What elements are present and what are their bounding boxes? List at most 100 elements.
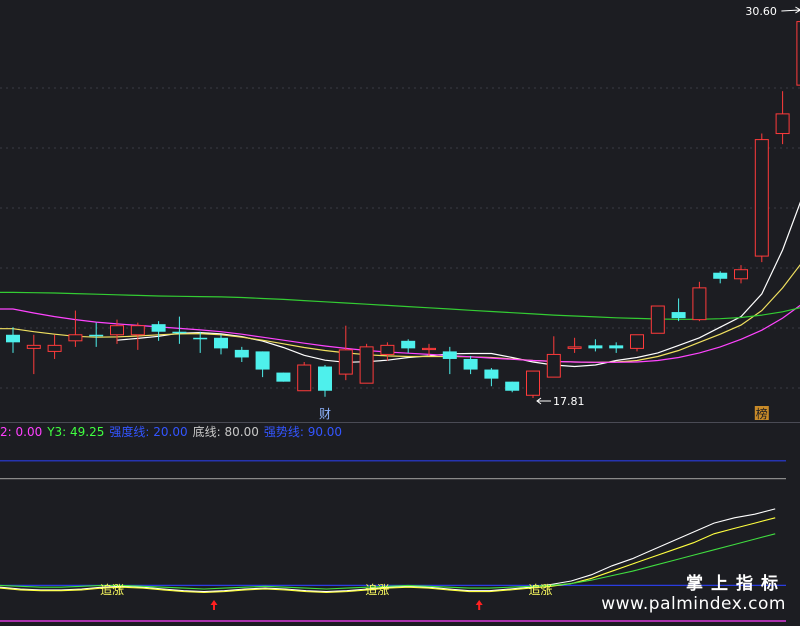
candle-body xyxy=(6,334,20,343)
indicator-legend-item: 2: 0.00 xyxy=(0,425,43,439)
candle-body xyxy=(47,344,62,352)
indicator-legend-item: 底线: 80.00 xyxy=(192,425,259,439)
indicator-line xyxy=(0,533,776,590)
candle xyxy=(650,305,665,334)
buy-arrow-icon xyxy=(475,599,483,610)
price-low-label: 17.81 xyxy=(553,395,585,408)
candle-body xyxy=(713,272,728,279)
candle xyxy=(630,334,644,352)
candle xyxy=(754,133,769,263)
event-markers: 财榜 xyxy=(319,406,769,421)
candle xyxy=(463,355,478,375)
watermark: 掌上指标 www.palmindex.com xyxy=(601,569,786,614)
candle-body xyxy=(255,351,270,370)
candle-body xyxy=(588,345,603,349)
candle xyxy=(172,316,187,344)
candle-body xyxy=(68,334,83,342)
candle xyxy=(26,334,41,375)
candle-body xyxy=(671,312,686,319)
candle xyxy=(796,21,800,86)
watermark-cn: 掌上指标 xyxy=(686,574,786,594)
candle-body xyxy=(234,349,249,358)
candle-body xyxy=(775,113,790,135)
candle xyxy=(276,372,291,382)
candle xyxy=(6,327,20,353)
candle xyxy=(505,381,520,393)
candle xyxy=(484,368,499,387)
candle-body xyxy=(754,139,769,257)
candle-body xyxy=(442,351,457,359)
indicator-lines xyxy=(0,508,776,594)
marker-label: 榜 xyxy=(756,406,768,421)
candle-body xyxy=(526,370,540,396)
candle xyxy=(297,361,312,392)
candle-body xyxy=(484,369,499,379)
indicator-legend-item: 强度线: 20.00 xyxy=(109,425,188,439)
price-extreme-labels: 30.60 17.81 xyxy=(536,5,800,408)
candle xyxy=(775,91,790,145)
candle xyxy=(234,346,249,362)
ma-line xyxy=(0,264,800,363)
price-high-label: 30.60 xyxy=(745,5,777,18)
candle xyxy=(734,265,748,284)
indicator-reference-lines xyxy=(0,460,786,622)
candle-body xyxy=(422,347,436,351)
candle-body xyxy=(89,334,104,337)
indicator-legend-item: Y3: 49.25 xyxy=(47,425,105,439)
candle xyxy=(151,321,166,341)
ma-line xyxy=(0,291,800,320)
indicator-line xyxy=(0,517,776,594)
candle xyxy=(110,319,124,344)
candle xyxy=(338,325,353,381)
candle xyxy=(214,334,228,355)
candle-body xyxy=(297,364,312,392)
price-high-arrow xyxy=(781,6,800,14)
price-gridlines xyxy=(0,87,800,389)
candle-body xyxy=(796,21,800,86)
candlesticks xyxy=(6,21,800,398)
candle-body xyxy=(692,287,707,321)
candle-body xyxy=(214,337,228,349)
candle-body xyxy=(193,337,208,340)
candle-body xyxy=(546,353,561,378)
candle-body xyxy=(359,346,374,384)
buy-arrow-icon xyxy=(210,599,218,610)
marker-label: 财 xyxy=(319,407,331,421)
ma-line xyxy=(116,201,800,368)
candle-body xyxy=(630,334,644,349)
candle xyxy=(546,336,561,378)
candle-body xyxy=(318,366,332,391)
candle xyxy=(588,339,603,352)
candle-body xyxy=(172,331,187,334)
candle-body xyxy=(110,325,124,336)
indicator-legend: 2: 0.00 Y3: 49.25 强度线: 20.00 底线: 80.00 强势线: … xyxy=(0,424,347,440)
candle-body xyxy=(151,324,166,332)
candle xyxy=(359,343,374,384)
candle xyxy=(255,351,270,378)
candle-body xyxy=(734,269,748,280)
candle xyxy=(422,343,436,356)
candle-body xyxy=(276,372,291,382)
indicator-line xyxy=(0,508,776,593)
candle xyxy=(89,322,104,347)
ma-line xyxy=(0,304,800,363)
candle-body xyxy=(380,344,395,355)
candle xyxy=(380,342,395,361)
candle xyxy=(713,271,728,284)
candle xyxy=(692,281,707,322)
candle xyxy=(401,339,416,353)
candle xyxy=(526,370,540,398)
candle-body xyxy=(130,325,145,336)
candle-body xyxy=(26,344,41,349)
candle xyxy=(68,310,83,347)
candle-body xyxy=(505,381,520,391)
candle xyxy=(47,334,62,359)
moving-average-lines xyxy=(0,201,800,368)
candle xyxy=(671,298,686,322)
indicator-signals: 追涨 追涨 追涨 xyxy=(100,582,552,610)
indicator-legend-item: 强势线: 90.00 xyxy=(263,425,343,439)
watermark-url: www.palmindex.com xyxy=(601,594,786,614)
candle-body xyxy=(567,346,582,349)
signal-label: 追涨 xyxy=(528,582,552,597)
